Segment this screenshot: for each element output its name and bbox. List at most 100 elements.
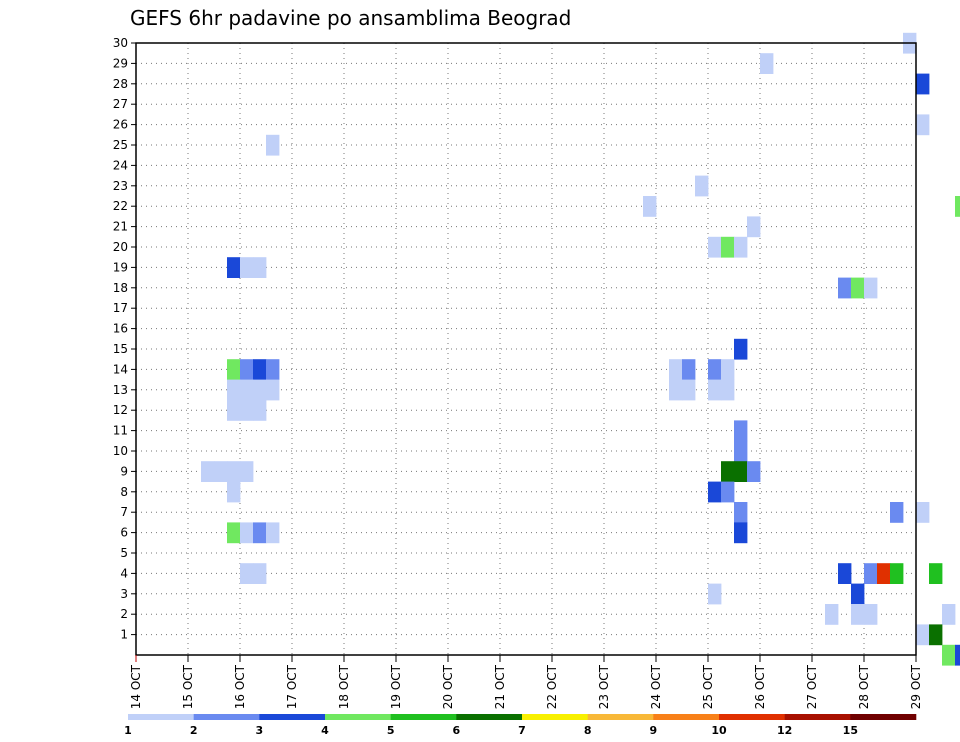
y-tick-label: 4 xyxy=(120,566,128,580)
y-tick-label: 16 xyxy=(113,322,128,336)
x-tick-label: 22 OCT xyxy=(545,664,559,709)
y-tick-label: 13 xyxy=(113,383,128,397)
heatmap-cell xyxy=(266,522,280,544)
colorbar: 1 2 3 4 5 6 7 8 9 10 12 15 xyxy=(124,714,917,737)
y-tick-label: 18 xyxy=(113,281,128,295)
heatmap-cell xyxy=(266,134,280,156)
y-tick-label: 20 xyxy=(113,240,128,254)
y-tick-label: 1 xyxy=(120,628,128,642)
heatmap-cell xyxy=(669,379,683,401)
heatmap-cell xyxy=(890,502,904,523)
colorbar-label: 10 xyxy=(711,724,727,737)
heatmap-cell xyxy=(669,359,683,380)
y-tick-label: 30 xyxy=(113,36,128,50)
heatmap-cell xyxy=(747,216,761,238)
heatmap-cell xyxy=(851,604,865,625)
heatmap-cell xyxy=(708,583,722,605)
heatmap-cell xyxy=(227,481,241,503)
heatmap-cell xyxy=(825,604,839,625)
y-axis: 1234567891011121314151617181920212223242… xyxy=(113,36,136,642)
colorbar-label: 4 xyxy=(321,724,329,737)
heatmap-cell xyxy=(851,583,865,605)
y-tick-label: 28 xyxy=(113,77,128,91)
heatmap-cell xyxy=(682,379,696,401)
colorbar-label: 8 xyxy=(584,724,592,737)
heatmap-cell xyxy=(721,461,735,482)
y-tick-label: 21 xyxy=(113,220,128,234)
y-tick-label: 23 xyxy=(113,179,128,193)
y-tick-label: 29 xyxy=(113,56,128,70)
heatmap-cell xyxy=(266,379,280,401)
heatmap-cell xyxy=(734,461,748,482)
heatmap-cell xyxy=(955,196,960,217)
heatmap-cell xyxy=(227,359,241,380)
heatmap-cell xyxy=(929,563,943,584)
heatmap-cell xyxy=(734,236,748,258)
y-tick-label: 24 xyxy=(113,158,128,172)
y-tick-label: 8 xyxy=(120,485,128,499)
colorbar-label: 12 xyxy=(777,724,792,737)
heatmap-cell xyxy=(890,563,904,584)
x-tick-label: 17 OCT xyxy=(285,664,299,709)
heatmap-cell xyxy=(721,359,735,380)
x-tick-label: 29 OCT xyxy=(909,664,923,709)
heatmap-cell xyxy=(201,461,215,482)
colorbar-segment xyxy=(325,714,391,720)
heatmap-cell xyxy=(643,196,657,217)
heatmap-cell xyxy=(734,420,748,442)
heatmap-cell xyxy=(266,359,280,380)
heatmap-cell xyxy=(864,277,878,299)
colorbar-segment xyxy=(522,714,588,720)
colorbar-label: 6 xyxy=(453,724,461,737)
y-tick-label: 26 xyxy=(113,118,128,132)
heatmap-cell xyxy=(214,461,228,482)
colorbar-segment xyxy=(259,714,326,720)
x-tick-label: 23 OCT xyxy=(597,664,611,709)
colorbar-label: 1 xyxy=(124,724,132,737)
heatmap-cell xyxy=(734,502,748,523)
heatmap-cell xyxy=(734,338,748,360)
heatmap-cell xyxy=(734,440,748,462)
y-tick-label: 14 xyxy=(113,362,128,376)
heatmap-cell xyxy=(240,400,254,421)
heatmap-cell xyxy=(838,563,852,584)
y-tick-label: 15 xyxy=(113,342,128,356)
x-tick-label: 24 OCT xyxy=(649,664,663,709)
x-tick-label: 16 OCT xyxy=(233,664,247,709)
heatmap-cell xyxy=(240,461,254,482)
colorbar-segment xyxy=(128,714,194,720)
heatmap-cell xyxy=(240,522,254,544)
heatmap-cell xyxy=(929,624,943,646)
heatmap-cell xyxy=(227,522,241,544)
heatmap-cell xyxy=(708,379,722,401)
heatmap-cell xyxy=(760,53,774,74)
colorbar-segment xyxy=(850,714,917,720)
heatmap-cell xyxy=(955,644,960,666)
heatmap-cell xyxy=(864,604,878,625)
heatmap-cell xyxy=(721,481,735,503)
heatmap-cell xyxy=(240,563,254,584)
colorbar-segment xyxy=(784,714,851,720)
x-tick-label: 26 OCT xyxy=(753,664,767,709)
x-axis: 14 OCT 15 OCT 16 OCT 17 OCT 18 OCT 19 OCT 20 O… xyxy=(129,655,923,709)
y-tick-label: 7 xyxy=(120,505,128,519)
colorbar-segment xyxy=(390,714,457,720)
y-tick-label: 6 xyxy=(120,526,128,540)
y-tick-label: 3 xyxy=(120,587,128,601)
y-tick-label: 17 xyxy=(113,301,128,315)
y-tick-label: 11 xyxy=(113,424,128,438)
heatmap-cell xyxy=(942,644,956,666)
chart-title: GEFS 6hr padavine po ansamblima Beograd xyxy=(130,6,571,30)
y-tick-label: 12 xyxy=(113,403,128,417)
heatmap-cell xyxy=(734,522,748,544)
colorbar-label: 5 xyxy=(387,724,395,737)
y-tick-label: 2 xyxy=(120,607,128,621)
x-tick-label: 15 OCT xyxy=(181,664,195,709)
heatmap-cell xyxy=(747,461,761,482)
heatmap-cell xyxy=(916,502,930,523)
heatmap-cell xyxy=(708,359,722,380)
colorbar-label: 2 xyxy=(190,724,198,737)
x-tick-label: 14 OCT xyxy=(129,664,143,709)
heatmap-cell xyxy=(851,277,865,299)
heatmap-cell xyxy=(227,379,241,401)
